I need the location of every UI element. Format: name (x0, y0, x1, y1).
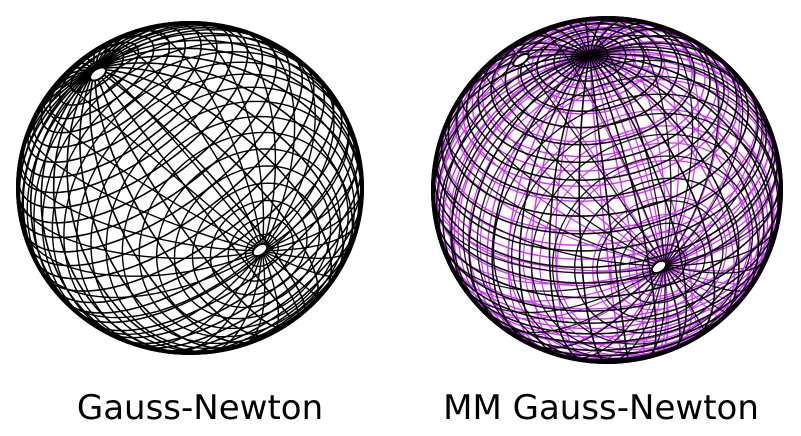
pole-hole (650, 259, 668, 275)
panel-mm-gauss-newton: MM Gauss-Newton (401, 0, 801, 436)
sphere-rim (16, 21, 364, 355)
pole-hole (251, 242, 269, 258)
caption-gauss-newton: Gauss-Newton (76, 388, 324, 428)
wireframe-sphere-icon (431, 16, 783, 364)
mesh-lines (432, 17, 782, 363)
panel-gauss-newton: Gauss-Newton (0, 0, 400, 436)
sphere-rim (431, 16, 783, 364)
caption-mm-gauss-newton: MM Gauss-Newton (443, 388, 759, 428)
pole-hole (512, 52, 530, 68)
pole-hole (89, 66, 107, 82)
wireframe-sphere-icon (16, 21, 364, 355)
